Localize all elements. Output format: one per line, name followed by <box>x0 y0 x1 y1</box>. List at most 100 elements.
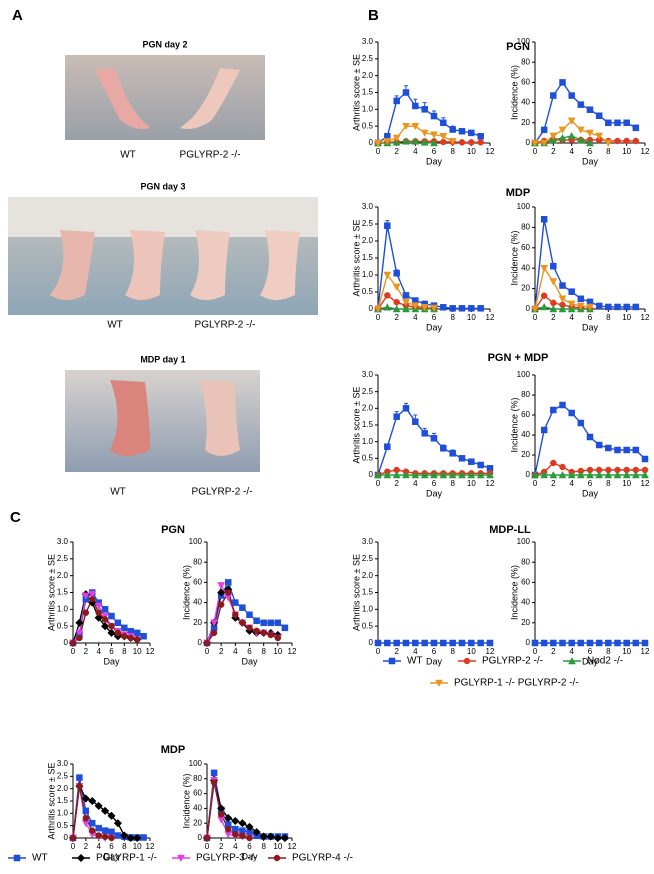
x-tick-label: 12 <box>486 313 495 322</box>
marker <box>252 827 261 837</box>
marker <box>217 601 225 608</box>
y-tick-label: 40 <box>521 98 530 107</box>
marker <box>458 305 466 312</box>
marker <box>595 470 604 479</box>
marker <box>82 609 90 616</box>
marker <box>476 470 485 479</box>
x-tick-label: 4 <box>413 147 418 156</box>
marker <box>411 122 420 131</box>
marker <box>468 139 475 146</box>
marker <box>568 639 575 647</box>
series-line <box>377 225 481 310</box>
marker <box>550 92 557 99</box>
y-tick-label: 0 <box>369 138 374 147</box>
marker <box>411 470 420 479</box>
marker <box>210 629 218 637</box>
x-tick-label: 0 <box>376 479 381 488</box>
x-tick-label: 0 <box>533 147 538 156</box>
marker <box>531 139 539 148</box>
y-axis-label: Incidence (%) <box>181 565 191 620</box>
marker <box>605 303 612 311</box>
panel-label: C <box>10 509 21 526</box>
x-axis-label: Day <box>582 156 599 166</box>
marker <box>88 796 97 806</box>
marker <box>540 426 548 434</box>
marker <box>477 139 484 146</box>
y-axis-label: Incidence (%) <box>509 397 519 452</box>
x-tick-label: 0 <box>533 479 538 488</box>
marker <box>576 470 585 479</box>
marker <box>420 470 429 479</box>
chart-title: MDP <box>506 187 530 199</box>
marker <box>217 811 225 818</box>
marker <box>614 119 621 127</box>
marker <box>595 302 603 310</box>
marker <box>108 828 115 836</box>
photo-label: WT <box>120 150 136 161</box>
y-tick-label: 80 <box>521 223 530 232</box>
x-tick-label: 8 <box>606 647 611 656</box>
x-tick-label: 10 <box>467 147 476 156</box>
y-tick-label: 3.0 <box>362 537 374 546</box>
marker <box>605 444 612 452</box>
marker <box>576 135 585 144</box>
y-tick-label: 80 <box>521 557 530 566</box>
marker <box>95 824 102 832</box>
chart-title: PGN + MDP <box>488 352 549 364</box>
marker <box>558 470 567 479</box>
marker <box>114 832 122 839</box>
photo <box>65 370 260 472</box>
x-tick-label: 0 <box>533 313 538 322</box>
y-tick-label: 60 <box>193 578 202 587</box>
y-tick-label: 20 <box>521 618 530 627</box>
marker <box>421 106 428 113</box>
marker <box>384 222 391 229</box>
marker <box>623 639 630 647</box>
marker <box>577 101 585 108</box>
y-tick-label: 3.0 <box>57 759 69 768</box>
marker <box>246 834 253 842</box>
y-axis-label: Incidence (%) <box>509 230 519 285</box>
marker <box>477 133 484 140</box>
legend-marker <box>568 656 576 665</box>
legend-marker <box>273 854 281 862</box>
x-tick-label: 2 <box>551 647 556 656</box>
marker <box>567 300 576 308</box>
x-tick-label: 12 <box>641 647 650 656</box>
marker <box>133 629 141 637</box>
x-tick-label: 12 <box>288 842 297 851</box>
marker <box>586 433 594 441</box>
marker <box>100 622 110 631</box>
x-tick-label: 4 <box>96 647 101 656</box>
marker <box>239 832 246 840</box>
marker <box>632 124 640 132</box>
marker <box>95 832 102 839</box>
legend-label: WT <box>32 853 48 864</box>
marker <box>440 639 447 647</box>
y-tick-label: 2.0 <box>362 571 374 580</box>
x-axis-label: Day <box>582 656 599 666</box>
marker <box>108 622 115 630</box>
x-tick-label: 6 <box>588 147 593 156</box>
marker <box>567 131 576 140</box>
marker <box>120 831 129 840</box>
marker <box>468 305 475 312</box>
x-axis-label: Day <box>582 488 599 498</box>
marker <box>383 470 392 479</box>
marker <box>393 270 400 277</box>
marker <box>430 470 438 479</box>
marker <box>632 137 640 145</box>
x-tick-label: 10 <box>467 313 476 322</box>
marker <box>210 779 218 786</box>
x-tick-label: 0 <box>376 147 381 156</box>
y-tick-label: 40 <box>521 598 530 607</box>
y-tick-label: 0 <box>198 638 203 647</box>
y-tick-label: 100 <box>517 537 531 546</box>
marker <box>430 304 438 313</box>
marker <box>108 612 115 620</box>
marker <box>586 138 594 147</box>
marker <box>108 834 115 842</box>
marker <box>458 127 466 135</box>
